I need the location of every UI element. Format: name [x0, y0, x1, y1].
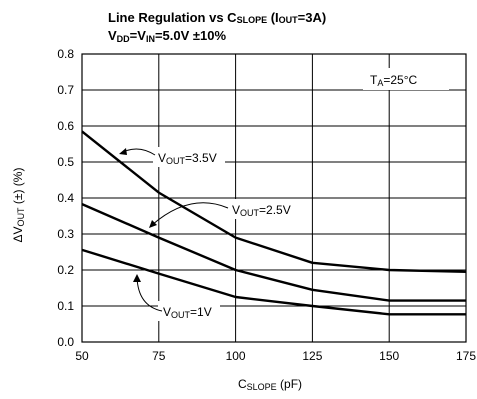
y-tick-label: 0.3: [57, 227, 74, 241]
y-tick-label: 0.0: [57, 335, 74, 349]
title-main: Line Regulation vs C: [108, 10, 237, 25]
x-axis-label: CSLOPE (pF): [238, 377, 302, 392]
series-label-3-5v: VOUT=3.5V: [158, 151, 217, 166]
y-tick-label: 0.6: [57, 119, 74, 133]
x-tick-label: 50: [75, 349, 89, 363]
temp-annotation: TA=25°C: [370, 73, 418, 88]
arrowhead-1v: [133, 274, 141, 282]
arrowhead-3-5v: [119, 148, 127, 155]
title-sub1: SLOPE: [237, 15, 268, 25]
title2-end: =5.0V ±10%: [155, 28, 227, 43]
series-label-1v: VOUT=1V: [163, 305, 212, 320]
label-bg-1: [158, 301, 220, 321]
y-tick-label: 0.5: [57, 155, 74, 169]
label-bg-25: [227, 199, 299, 219]
series-line-1: [81, 203, 466, 302]
x-tick-label: 125: [302, 349, 322, 363]
chart-title-line1: Line Regulation vs CSLOPE (IOUT=3A): [108, 10, 326, 25]
title2-sub1: DD: [117, 34, 130, 44]
y-tick-label: 0.2: [57, 263, 74, 277]
y-tick-label: 0.8: [57, 47, 74, 61]
title2-sub2: IN: [146, 34, 155, 44]
temp-label-bg: [363, 68, 449, 90]
x-tick-label: 100: [226, 349, 246, 363]
y-tick-label: 0.4: [57, 191, 74, 205]
series-layer: [81, 130, 467, 316]
title-mid: (I: [267, 10, 279, 25]
y-tick-label: 0.7: [57, 83, 74, 97]
y-tick-label: 0.1: [57, 299, 74, 313]
arrowhead-2-5v: [149, 220, 157, 228]
grid-layer: [81, 53, 467, 343]
x-tick-label: 150: [379, 349, 399, 363]
title2-v: V: [108, 28, 117, 43]
title-end: =3A): [298, 10, 327, 25]
chart-title-line2: VDD=VIN=5.0V ±10%: [108, 28, 226, 44]
ticks-layer: 0.0 0.1 0.2 0.3 0.4 0.5 0.6 0.7 0.8 50 75 100 125 150…: [57, 47, 476, 363]
series-label-2-5v: VOUT=2.5V: [232, 203, 291, 218]
y-axis-label: ΔVOUT (±) (%): [11, 168, 26, 243]
x-tick-label: 75: [152, 349, 166, 363]
series-line-2: [81, 248, 466, 316]
plot-frame: [81, 53, 467, 343]
x-tick-label: 175: [456, 349, 476, 363]
title-sub2: OUT: [279, 15, 299, 25]
title2-eq: =V: [130, 28, 147, 43]
label-bg-35: [153, 147, 225, 167]
leader-arrow-2-5v: [151, 202, 229, 226]
series-line-0: [81, 130, 467, 273]
